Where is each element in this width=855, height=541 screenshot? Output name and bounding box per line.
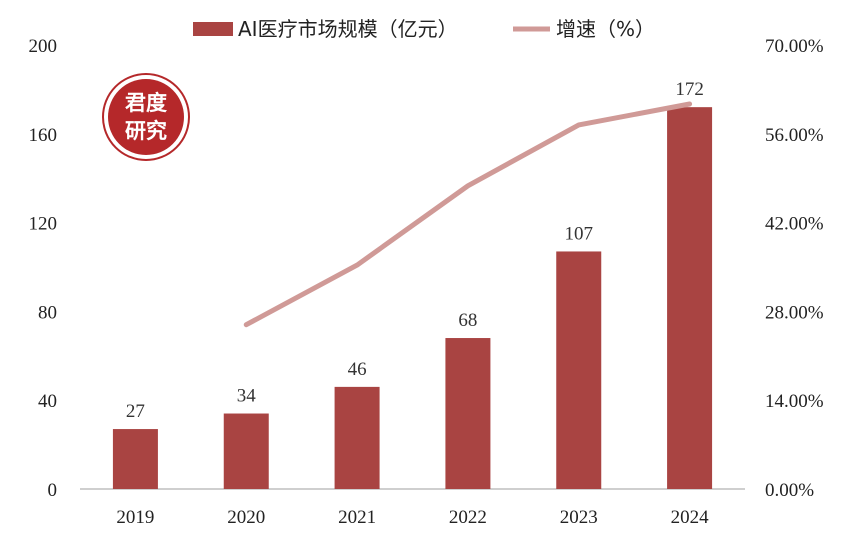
x-tick-label: 2019: [116, 507, 154, 528]
x-tick-label: 2020: [227, 507, 265, 528]
x-tick-label: 2022: [449, 507, 487, 528]
watermark-logo: 君度 研究: [102, 73, 190, 161]
y-right-tick-label: 42.00%: [765, 214, 824, 235]
line-series: [243, 101, 693, 328]
y-right-tick-label: 14.00%: [765, 391, 824, 412]
bar-data-label: 68: [458, 310, 477, 331]
bar-data-labels: 27 34 46 68 107 172: [126, 79, 704, 422]
y-left-tick-label: 80: [38, 302, 57, 323]
bar-series: [112, 107, 713, 489]
y-left-tick-label: 120: [29, 214, 58, 235]
logo-text-line2: 研究: [125, 119, 167, 143]
y-right-tick-label: 28.00%: [765, 302, 824, 323]
bar-data-label: 34: [237, 386, 257, 407]
x-tick-label: 2021: [338, 507, 376, 528]
x-tick-label: 2024: [671, 507, 710, 528]
legend-bar-swatch: [193, 22, 233, 36]
legend-bar-label: AI医疗市场规模（亿元）: [238, 17, 458, 41]
growth-line: [243, 101, 693, 328]
bar: [667, 107, 713, 489]
y-left-tick-label: 200: [29, 36, 58, 57]
bar: [112, 429, 158, 489]
y-right-tick-label: 0.00%: [765, 480, 814, 501]
bar-data-label: 46: [348, 359, 367, 380]
legend: AI医疗市场规模（亿元） 增速（%）: [193, 17, 655, 41]
logo-outer-ring: [102, 73, 190, 161]
y-right-tick-label: 56.00%: [765, 125, 824, 146]
y-left-tick-label: 0: [48, 480, 58, 501]
y-left-tick-label: 40: [38, 391, 57, 412]
bar-data-label: 172: [675, 79, 704, 100]
bar: [556, 251, 602, 489]
logo-text-line1: 君度: [125, 91, 167, 115]
logo-seal: [108, 79, 184, 155]
bar-data-label: 27: [126, 401, 145, 422]
y-right-tick-label: 70.00%: [765, 36, 824, 57]
bar: [445, 338, 491, 489]
x-tick-label: 2023: [560, 507, 598, 528]
bar: [334, 386, 380, 489]
y-left-tick-label: 160: [29, 125, 58, 146]
bar: [223, 413, 269, 489]
bar-data-label: 107: [565, 223, 594, 244]
legend-line-label: 增速（%）: [556, 17, 655, 41]
axes: 0 40 80 120 160 200 0.00% 14.00% 28.00% 42.00% 56.…: [29, 36, 824, 528]
